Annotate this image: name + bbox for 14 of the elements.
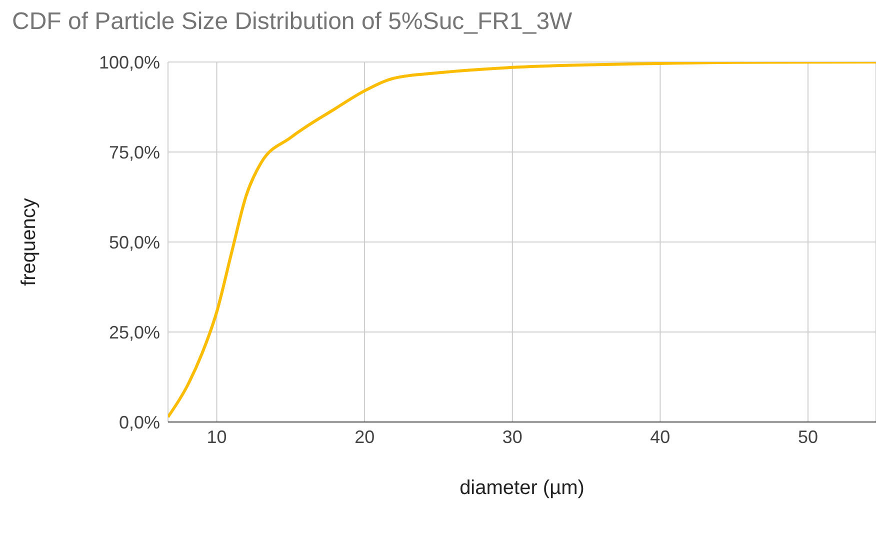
x-tick-label: 20 <box>354 426 375 447</box>
y-tick-label: 50,0% <box>108 232 160 252</box>
y-tick-label: 0,0% <box>118 412 160 432</box>
y-tick-label: 100,0% <box>98 52 160 72</box>
x-tick-label: 30 <box>502 426 522 447</box>
x-tick-label: 40 <box>650 426 670 447</box>
x-axis-title: diameter (µm) <box>460 477 584 499</box>
chart-title: CDF of Particle Size Distribution of 5%Suc_FR1_3W <box>12 8 574 36</box>
line-series <box>168 62 876 418</box>
y-tick-label: 75,0% <box>108 142 160 162</box>
y-tick-label: 25,0% <box>108 322 160 342</box>
x-tick-label: 50 <box>798 426 818 447</box>
y-axis-title: frequency <box>18 198 40 286</box>
x-tick-label: 10 <box>206 426 227 447</box>
